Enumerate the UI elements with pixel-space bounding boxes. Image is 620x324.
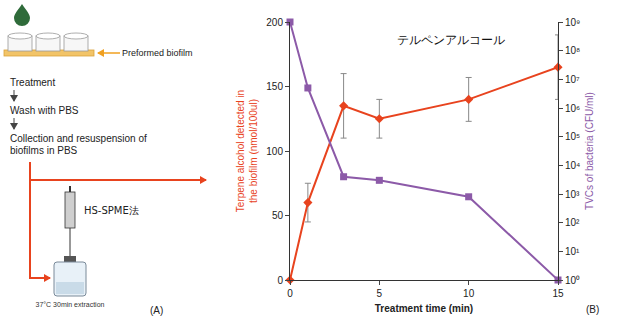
svg-text:10²: 10² [565,217,580,228]
svg-text:0: 0 [277,275,283,286]
svg-text:TVCs of bacteria (CFU/ml): TVCs of bacteria (CFU/ml) [584,92,595,210]
svg-text:10⁹: 10⁹ [565,17,580,28]
svg-text:Collection and resuspension of: Collection and resuspension of [10,133,147,144]
svg-text:0: 0 [287,288,293,299]
svg-text:10⁰: 10⁰ [565,275,580,286]
svg-text:10⁵: 10⁵ [565,131,580,142]
svg-text:100: 100 [266,146,283,157]
svg-text:37°C 30min extraction: 37°C 30min extraction [36,301,105,308]
svg-text:Wash with PBS: Wash with PBS [10,105,79,116]
svg-text:10³: 10³ [565,189,580,200]
svg-text:Treatment: Treatment [10,77,55,88]
svg-text:HS-SPME法: HS-SPME法 [84,205,139,216]
svg-text:15: 15 [552,288,564,299]
svg-text:10⁷: 10⁷ [565,74,580,85]
svg-text:10: 10 [463,288,475,299]
svg-text:200: 200 [266,17,283,28]
svg-text:Terpene alcohol detected inthe: Terpene alcohol detected inthe biofilm (… [235,90,259,212]
svg-text:Preformed biofilm: Preformed biofilm [122,48,193,58]
svg-text:50: 50 [272,210,284,221]
svg-text:10⁴: 10⁴ [565,160,580,171]
svg-text:(A): (A) [150,305,163,316]
svg-text:テルペンアルコール: テルペンアルコール [397,33,505,47]
svg-text:5: 5 [377,288,383,299]
svg-text:Treatment time (min): Treatment time (min) [375,303,473,314]
svg-text:biofilms in PBS: biofilms in PBS [10,145,78,156]
svg-text:10⁶: 10⁶ [565,103,580,114]
svg-text:10⁸: 10⁸ [565,45,580,56]
html-text:(B): (B) [586,304,600,315]
svg-text:10¹: 10¹ [565,246,580,257]
svg-text:150: 150 [266,81,283,92]
